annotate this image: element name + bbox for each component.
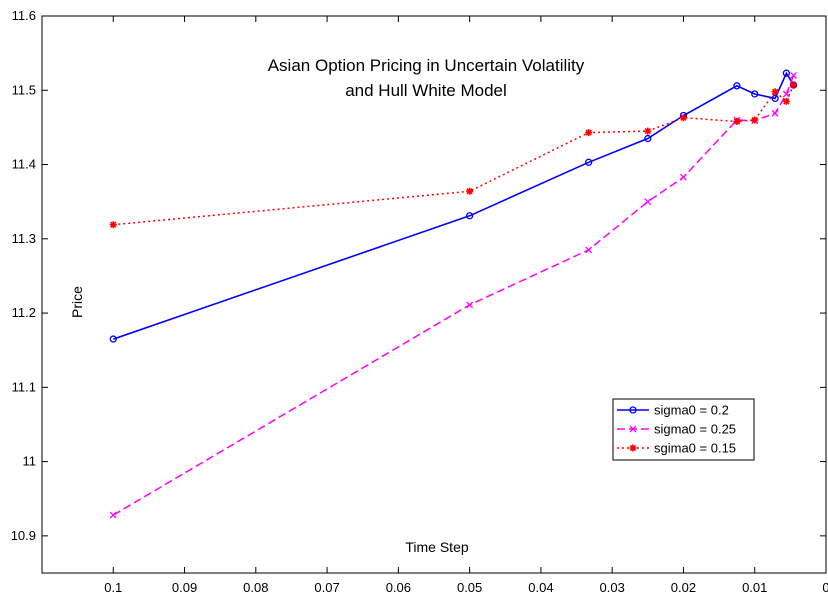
legend-label: sigma0 = 0.25 [654,422,736,437]
data-point [465,212,474,220]
data-point [790,71,798,79]
legend-label: sigma0 = 0.2 [654,403,729,418]
data-point [733,82,741,90]
data-point [733,117,741,125]
x-tick-label: 0.05 [457,580,482,595]
y-tick-label: 11.2 [12,305,36,320]
data-point [585,129,593,137]
x-tick-label: 0.04 [528,580,553,595]
data-point [771,109,779,117]
y-tick-label: 11.3 [12,231,36,246]
data-point [782,97,790,105]
data-point [109,335,117,343]
y-tick-label: 11.6 [12,8,36,23]
data-point [782,69,791,77]
chart-title-line-2: and Hull White Model [345,81,507,100]
data-point [644,134,652,143]
x-axis-label: Time Step [405,539,468,555]
legend-marker [629,425,637,433]
x-tick-label: 0.01 [742,580,767,595]
series-1 [109,69,798,343]
ticks-layer: 0.1 0.09 0.08 0.07 0.06 0.05 0.04 0.03 0.02 0.01 0… [11,8,828,595]
y-tick-label: 11.4 [12,157,36,172]
x-tick-label: 0.02 [671,580,696,595]
series-line [112,75,795,516]
series-3 [109,81,798,229]
series-line [113,71,795,340]
series-line [113,84,795,226]
series-layer [109,69,798,519]
data-point [585,158,593,166]
data-point [771,88,779,96]
data-point [109,221,117,229]
x-tick-label: 0.07 [314,580,339,595]
chart-title-line-1: Asian Option Pricing in Uncertain Volati… [268,56,585,75]
x-tick-label: 0.09 [172,580,197,595]
data-point [679,173,687,181]
y-tick-label: 10.9 [11,528,36,543]
data-point [109,511,117,519]
data-point [466,301,474,309]
x-tick-label: 0 [822,580,828,595]
data-point [782,90,790,98]
y-tick-label: 11.1 [12,379,36,394]
data-point [751,90,759,98]
data-point [679,114,687,122]
x-tick-label: 0.06 [386,580,411,595]
data-point [771,94,779,103]
y-axis-label: Price [69,286,85,318]
data-point [585,246,593,254]
data-point [790,81,798,89]
legend-marker [629,406,637,414]
data-point [751,116,759,124]
x-tick-label: 0.1 [104,580,122,595]
x-tick-label: 0.08 [243,580,268,595]
x-tick-label: 0.03 [600,580,625,595]
y-tick-label: 11 [23,454,37,469]
legend-label: sgima0 = 0.15 [654,441,736,456]
legend: sigma0 = 0.2 sigma0 = 0.25 sgima0 = 0.15 [612,398,755,461]
data-point [644,198,652,206]
legend-marker [629,444,637,452]
data-point [466,187,474,195]
y-tick-label: 11.5 [12,82,36,97]
data-point [644,127,652,135]
